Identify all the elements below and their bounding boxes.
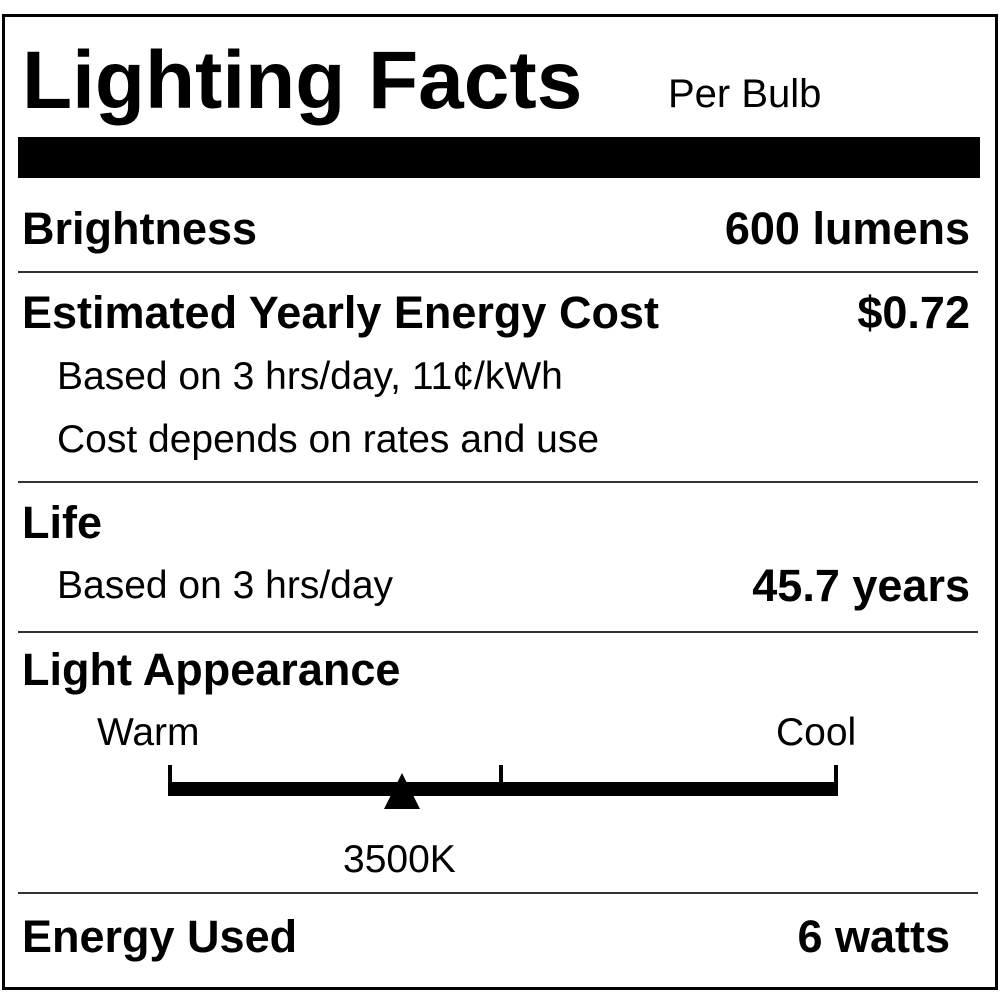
divider	[18, 271, 978, 273]
energy-cost-label: Estimated Yearly Energy Cost	[22, 287, 659, 338]
brightness-value: 600 lumens	[724, 203, 970, 254]
energy-cost-note-1: Based on 3 hrs/day, 11¢/kWh	[57, 355, 563, 398]
label-frame	[2, 14, 998, 990]
scale-bar	[168, 782, 838, 796]
color-temperature-value: 3500K	[343, 838, 456, 881]
color-temperature-scale	[168, 765, 838, 810]
energy-used-label: Energy Used	[22, 911, 298, 962]
divider	[18, 892, 978, 894]
energy-cost-note-2: Cost depends on rates and use	[57, 418, 600, 461]
label-title: Lighting Facts	[22, 35, 583, 126]
life-value: 45.7 years	[752, 560, 970, 611]
energy-cost-value: $0.72	[857, 287, 970, 338]
life-note: Based on 3 hrs/day	[57, 564, 394, 607]
light-appearance-label: Light Appearance	[22, 644, 401, 695]
energy-used-value: 6 watts	[797, 911, 950, 962]
scale-tick-end	[834, 765, 838, 790]
cool-label: Cool	[776, 711, 857, 754]
scale-tick-middle	[499, 765, 503, 790]
divider	[18, 631, 978, 633]
header-bar	[18, 137, 980, 178]
brightness-label: Brightness	[22, 203, 258, 254]
scale-tick-start	[168, 765, 172, 790]
life-label: Life	[22, 497, 103, 548]
warm-label: Warm	[97, 711, 200, 754]
divider	[18, 481, 978, 483]
title-suffix: Per Bulb	[668, 72, 822, 116]
color-temperature-marker-icon	[383, 773, 420, 809]
